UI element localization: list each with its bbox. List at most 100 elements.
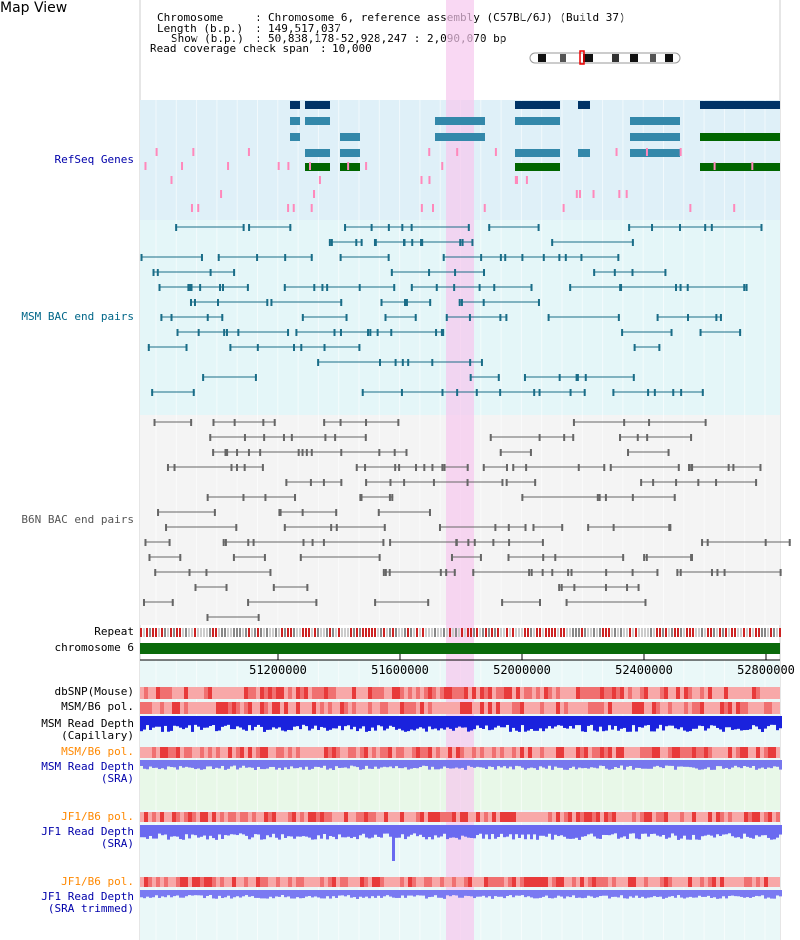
b6n-bac-pair-end: [382, 569, 385, 576]
msm-bac-pair-end: [217, 254, 220, 261]
msm-cap-depth-bar: [305, 716, 308, 727]
repeat-mark: [557, 628, 559, 637]
msm-pol-cell: [540, 747, 544, 758]
jf1-sra-depth-bar: [401, 825, 404, 835]
jf1-pol-cell: [636, 877, 640, 887]
ideogram-marker: [579, 50, 585, 65]
dbsnp-cell: [384, 687, 388, 699]
msm-cap-depth-bar: [713, 716, 716, 726]
msm-pol-cell: [680, 747, 684, 758]
msm-pol-cell: [768, 747, 772, 758]
jf1-pol-cell: [708, 812, 712, 822]
jf1-pol-cell: [696, 877, 700, 887]
msm-pol-cell: [144, 702, 148, 714]
jf1-pol-cell: [492, 877, 496, 887]
b6n-bac-pair-end: [445, 569, 448, 576]
b6n-bac-pair-end: [212, 449, 215, 456]
msm-cap-depth-bar: [266, 716, 269, 730]
refseq-gene: [578, 101, 590, 109]
repeat-mark: [158, 628, 160, 637]
b6n-bac-pair-end: [623, 419, 626, 426]
msm-cap-depth-bar: [728, 716, 731, 728]
msm-cap-depth-bar: [215, 716, 218, 732]
jf1-pol-cell: [640, 877, 644, 887]
track-label-jf1-b6-pol-1: JF1/B6 pol.: [61, 810, 134, 823]
dbsnp-cell: [524, 687, 528, 699]
msm-pol-cell: [752, 702, 756, 714]
msm-cap-depth-bar: [683, 716, 686, 731]
jf1-trim-depth-bar: [236, 890, 239, 897]
track-label-refseq[interactable]: RefSeq Genes: [54, 153, 134, 166]
msm-sra-depth-bar: [491, 760, 494, 767]
jf1-sra-depth-bar: [446, 825, 449, 840]
repeat-mark: [572, 628, 574, 637]
jf1-sra-depth-bar: [665, 825, 668, 839]
repeat-mark: [593, 628, 595, 637]
b6n-bac-pair-end: [598, 494, 601, 501]
jf1-trim-depth-bar: [161, 890, 164, 897]
jf1-pol-cell: [260, 877, 264, 887]
jf1-sra-depth-bar: [383, 825, 386, 834]
jf1-sra-depth-bar: [593, 825, 596, 837]
jf1-trim-depth-bar: [776, 890, 779, 896]
jf1-trim-depth-bar: [701, 890, 704, 897]
msm-bac-pair-end: [542, 254, 545, 261]
jf1-sra-depth-bar: [737, 825, 740, 838]
b6n-bac-pair-end: [644, 599, 647, 606]
repeat-mark: [353, 628, 355, 637]
refseq-tick: [227, 162, 230, 170]
jf1-trim-depth-bar: [158, 890, 161, 898]
dbsnp-cell: [396, 687, 400, 699]
jf1-pol-cell: [304, 877, 308, 887]
jf1-trim-depth-bar: [752, 890, 755, 897]
b6n-bac-pair-end: [383, 524, 386, 531]
jf1-trim-depth-bar: [506, 890, 509, 897]
jf1-pol-cell: [332, 812, 336, 822]
msm-bac-pair-end: [583, 389, 586, 396]
jf1-sra-depth-bar: [236, 825, 239, 836]
track-label-msm-depth-sra-2: (SRA): [100, 772, 134, 785]
jf1-trim-depth-bar: [554, 890, 557, 898]
b6n-bac-pair-end: [640, 479, 643, 486]
msm-bac-pair-end: [658, 344, 661, 351]
track-label-msm-bac[interactable]: MSM BAC end pairs: [21, 310, 134, 323]
track-label-msm-depth-cap-2: (Capillary): [61, 729, 134, 742]
jf1-sra-depth-bar: [638, 825, 641, 840]
jf1-pol-cell: [296, 877, 300, 887]
msm-pol-cell: [192, 702, 196, 714]
b6n-bac-pair-end: [603, 464, 606, 471]
dbsnp-cell: [380, 687, 384, 699]
repeat-mark: [518, 628, 520, 637]
jf1-pol-cell: [628, 877, 632, 887]
msm-sra-depth-bar: [542, 760, 545, 768]
jf1-pol-cell: [180, 877, 184, 887]
jf1-pol-cell: [196, 877, 200, 887]
dbsnp-cell: [320, 687, 324, 699]
msm-pol-cell: [160, 747, 164, 758]
dbsnp-cell: [608, 687, 612, 699]
jf1-sra-depth-bar: [359, 825, 362, 836]
jf1-pol-cell: [504, 877, 508, 887]
msm-sra-depth-bar: [656, 760, 659, 766]
jf1-pol-cell: [268, 877, 272, 887]
track-label-msm-b6-pol-2: MSM/B6 pol.: [61, 745, 134, 758]
msm-pol-cell: [204, 747, 208, 758]
b6n-bac-pair-end: [374, 599, 377, 606]
msm-cap-depth-bar: [665, 716, 668, 727]
msm-sra-depth-bar: [659, 760, 662, 768]
msm-pol-cell: [756, 747, 760, 758]
jf1-sra-depth-bar: [698, 825, 701, 840]
msm-pol-cell: [528, 702, 532, 714]
b6n-bac-pair-end: [235, 524, 238, 531]
jf1-sra-depth-bar: [509, 825, 512, 835]
repeat-mark: [332, 628, 334, 637]
msm-bac-pair-end: [410, 284, 413, 291]
b6n-bac-pair-end: [627, 449, 630, 456]
msm-pol-cell: [140, 702, 144, 714]
jf1-trim-depth-bar: [281, 890, 284, 895]
jf1-trim-depth-bar: [218, 890, 221, 896]
msm-sra-depth-bar: [164, 760, 167, 770]
track-label-b6n-bac[interactable]: B6N BAC end pairs: [21, 513, 134, 526]
msm-bac-pair-end: [633, 344, 636, 351]
